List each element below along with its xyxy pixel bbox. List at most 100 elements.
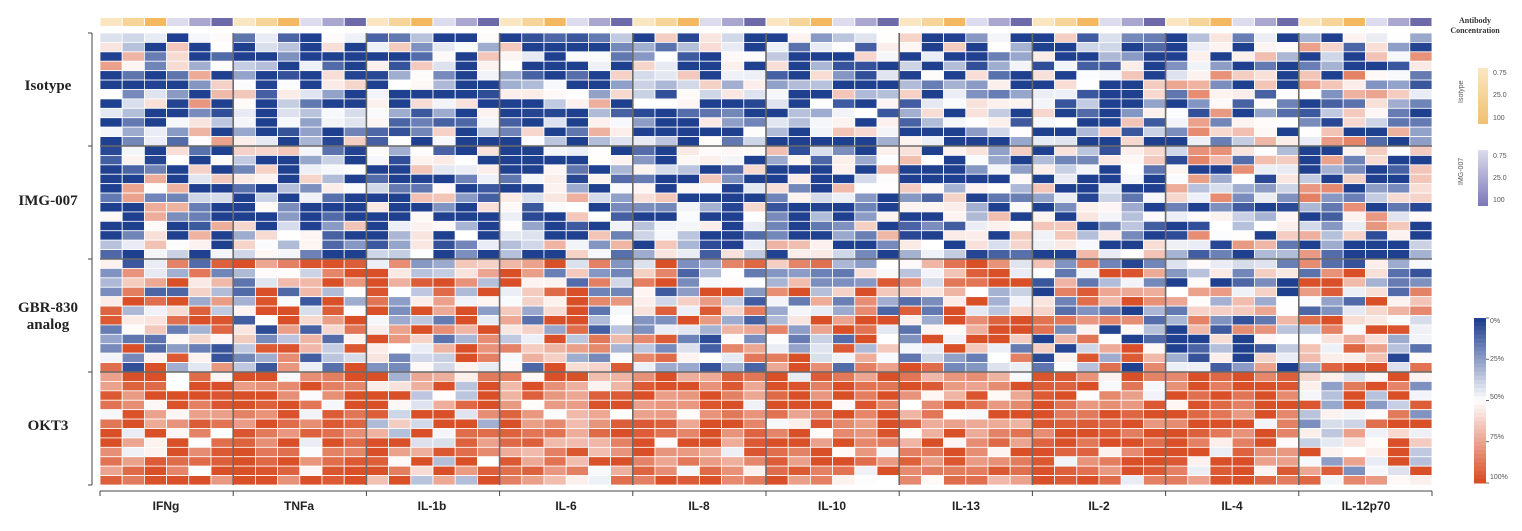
heatmap-cell bbox=[121, 333, 145, 345]
heatmap-cell bbox=[1231, 305, 1255, 316]
heatmap-cell bbox=[499, 155, 523, 166]
heatmap-cell bbox=[588, 268, 612, 279]
heatmap-cell bbox=[676, 42, 700, 53]
color-scale-bar-segment bbox=[1474, 437, 1486, 443]
heatmap-cell bbox=[388, 390, 412, 401]
heatmap-cell bbox=[143, 399, 167, 411]
heatmap-cell bbox=[654, 51, 678, 62]
heatmap-cell bbox=[1209, 239, 1233, 250]
concentration-bar-cell bbox=[810, 18, 833, 26]
heatmap-cell bbox=[987, 70, 1011, 81]
heatmap-cell bbox=[1032, 42, 1056, 53]
heatmap-cell bbox=[1076, 136, 1100, 147]
heatmap-cell bbox=[166, 173, 190, 185]
heatmap-cell bbox=[1187, 202, 1211, 213]
heatmap-cell bbox=[1342, 343, 1366, 354]
heatmap-cell bbox=[1320, 89, 1344, 100]
heatmap-cell bbox=[832, 258, 856, 269]
heatmap-cell bbox=[810, 79, 834, 90]
heatmap-cell bbox=[1032, 79, 1056, 90]
color-scale-bar-segment bbox=[1474, 429, 1486, 434]
heatmap-cell bbox=[921, 362, 945, 373]
heatmap-cell bbox=[588, 343, 612, 354]
heatmap-cell bbox=[787, 239, 811, 250]
heatmap-cell bbox=[898, 173, 922, 185]
heatmap-cell bbox=[699, 51, 723, 62]
heatmap-cell bbox=[299, 79, 323, 90]
heatmap-cell bbox=[743, 32, 767, 43]
heatmap-cell bbox=[965, 428, 989, 439]
heatmap-cell bbox=[232, 98, 256, 109]
heatmap-cell bbox=[1143, 343, 1167, 354]
heatmap-cell bbox=[632, 465, 656, 476]
heatmap-cell bbox=[1076, 286, 1100, 298]
heatmap-cell bbox=[299, 352, 323, 363]
heatmap-cell bbox=[943, 456, 967, 467]
heatmap-cell bbox=[1231, 183, 1255, 194]
heatmap-cell bbox=[543, 60, 567, 72]
heatmap-cell bbox=[1365, 286, 1389, 298]
heatmap-cell bbox=[787, 352, 811, 363]
heatmap-cell bbox=[254, 60, 278, 72]
heatmap-cell bbox=[1098, 305, 1122, 316]
heatmap-cell bbox=[610, 475, 634, 486]
heatmap-cell bbox=[343, 107, 367, 119]
heatmap-cell bbox=[432, 277, 456, 288]
heatmap-cell bbox=[299, 409, 323, 420]
heatmap-cell bbox=[321, 418, 345, 429]
heatmap-cell bbox=[99, 409, 123, 420]
heatmap-cell bbox=[1298, 381, 1322, 392]
heatmap-cell bbox=[1143, 89, 1167, 100]
heatmap-cell bbox=[921, 192, 945, 203]
heatmap-cell bbox=[188, 117, 212, 128]
heatmap-cell bbox=[787, 286, 811, 298]
heatmap-cell bbox=[143, 390, 167, 401]
heatmap-cell bbox=[188, 352, 212, 363]
heatmap-cell bbox=[921, 315, 945, 326]
heatmap-cell bbox=[343, 296, 367, 307]
heatmap-cell bbox=[1254, 155, 1278, 166]
heatmap-cell bbox=[943, 230, 967, 241]
heatmap-cell bbox=[943, 60, 967, 72]
heatmap-cell bbox=[654, 315, 678, 326]
heatmap-cell bbox=[1320, 107, 1344, 119]
heatmap-cell bbox=[1409, 192, 1433, 203]
heatmap-cell bbox=[1165, 381, 1189, 392]
heatmap-cell bbox=[432, 145, 456, 156]
heatmap-cell bbox=[499, 409, 523, 420]
heatmap-cell bbox=[277, 107, 301, 119]
heatmap-cell bbox=[432, 324, 456, 335]
heatmap-cell bbox=[365, 465, 389, 476]
heatmap-cell bbox=[1032, 296, 1056, 307]
heatmap-cell bbox=[676, 296, 700, 307]
heatmap-cell bbox=[410, 362, 434, 373]
heatmap-cell bbox=[654, 117, 678, 128]
heatmap-cell bbox=[521, 107, 545, 119]
heatmap-cell bbox=[99, 249, 123, 260]
heatmap-cell bbox=[1254, 220, 1278, 232]
heatmap-cell bbox=[610, 211, 634, 222]
heatmap-cell bbox=[521, 42, 545, 53]
heatmap-cell bbox=[1276, 399, 1300, 411]
heatmap-cell bbox=[388, 79, 412, 90]
heatmap-cell bbox=[965, 475, 989, 486]
heatmap-cell bbox=[99, 268, 123, 279]
heatmap-cell bbox=[1120, 268, 1144, 279]
heatmap-cell bbox=[321, 89, 345, 100]
heatmap-cell bbox=[476, 183, 500, 194]
color-scale-bar-segment bbox=[1474, 363, 1486, 368]
heatmap-cell bbox=[1365, 107, 1389, 119]
heatmap-cell bbox=[1076, 305, 1100, 316]
heatmap-cell bbox=[1409, 239, 1433, 250]
heatmap-cell bbox=[1187, 126, 1211, 137]
heatmap-cell bbox=[1054, 258, 1078, 269]
heatmap-cell bbox=[854, 60, 878, 72]
heatmap-cell bbox=[543, 362, 567, 373]
heatmap-cell bbox=[787, 371, 811, 382]
heatmap-cell bbox=[1187, 465, 1211, 476]
heatmap-cell bbox=[1276, 465, 1300, 476]
heatmap-cell bbox=[454, 32, 478, 43]
heatmap-cell bbox=[1320, 428, 1344, 439]
heatmap-cell bbox=[632, 117, 656, 128]
heatmap-cell bbox=[299, 60, 323, 72]
